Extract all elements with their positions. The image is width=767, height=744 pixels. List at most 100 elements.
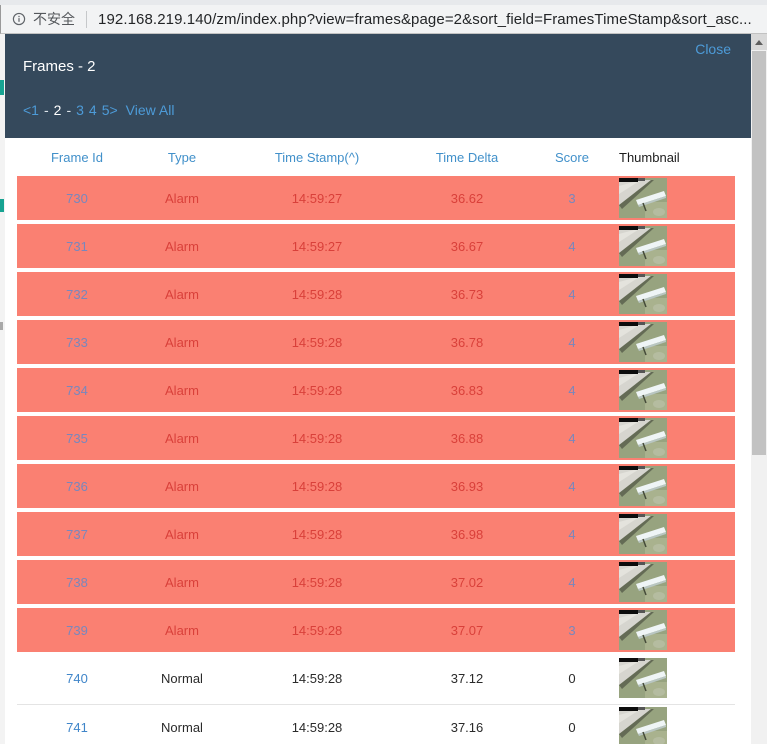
vertical-scrollbar[interactable] (751, 34, 767, 744)
camera-frame-thumbnail[interactable] (619, 274, 667, 314)
table-row: 730 Alarm 14:59:27 36.62 3 (17, 176, 735, 220)
frame-id-link[interactable]: 730 (66, 190, 88, 206)
frame-id-link[interactable]: 735 (66, 430, 88, 446)
column-header-type[interactable]: Type (167, 149, 197, 165)
frame-timestamp: 14:59:28 (291, 670, 343, 686)
column-header-time-stamp[interactable]: Time Stamp(^) (274, 149, 360, 165)
frame-id-link[interactable]: 739 (66, 622, 88, 638)
close-button[interactable]: Close (695, 41, 731, 57)
camera-frame-thumbnail[interactable] (619, 370, 667, 410)
scrollbar-thumb[interactable] (752, 51, 766, 455)
frame-thumbnail-cell[interactable] (617, 274, 735, 314)
url-text: 192.168.219.140/zm/index.php?view=frames… (98, 10, 752, 28)
frame-id-link[interactable]: 733 (66, 334, 88, 350)
frame-score[interactable]: 3 (568, 190, 576, 206)
camera-frame-thumbnail[interactable] (619, 658, 667, 698)
camera-frame-thumbnail[interactable] (619, 466, 667, 506)
camera-frame-thumbnail[interactable] (619, 610, 667, 650)
frame-type: Alarm (165, 478, 199, 494)
frame-type: Alarm (165, 190, 199, 206)
frame-thumbnail-cell[interactable] (617, 610, 735, 650)
table-row: 735 Alarm 14:59:28 36.88 4 (17, 416, 735, 460)
pagination-page-link[interactable]: 3 (76, 102, 84, 118)
frame-id-link[interactable]: 738 (66, 574, 88, 590)
frame-score[interactable]: 4 (568, 382, 576, 398)
camera-frame-thumbnail[interactable] (619, 322, 667, 362)
camera-frame-thumbnail[interactable] (619, 562, 667, 602)
frame-type: Alarm (165, 526, 199, 542)
column-header-thumbnail: Thumbnail (619, 149, 680, 165)
pagination: <1-2-3 4 5> View All (23, 102, 179, 118)
page-title: Frames - 2 (23, 58, 96, 75)
frame-timedelta: 37.16 (450, 719, 484, 735)
frame-timedelta: 37.07 (450, 622, 484, 638)
frame-thumbnail-cell[interactable] (617, 418, 735, 458)
column-header-frame-id[interactable]: Frame Id (50, 149, 103, 165)
frame-timestamp: 14:59:28 (291, 478, 343, 494)
frame-thumbnail-cell[interactable] (617, 562, 735, 602)
frame-timestamp: 14:59:28 (291, 382, 343, 398)
frame-type: Normal (161, 670, 203, 686)
scrollbar-up-button[interactable] (751, 34, 767, 50)
frame-thumbnail-cell[interactable] (617, 370, 735, 410)
frame-id-link[interactable]: 734 (66, 382, 88, 398)
pagination-page-link[interactable]: 5> (101, 102, 118, 118)
frame-type: Alarm (165, 622, 199, 638)
pagination-page-link[interactable]: 4 (88, 102, 97, 118)
table-rows: 730 Alarm 14:59:27 36.62 3 731 Alarm 14:… (17, 176, 735, 744)
frame-timedelta: 36.67 (450, 238, 484, 254)
pagination-page-link[interactable]: <1 (23, 102, 39, 118)
frames-modal-header: Close Frames - 2 <1-2-3 4 5> View All (5, 34, 751, 138)
frame-timedelta: 36.83 (450, 382, 484, 398)
frame-thumbnail-cell[interactable] (617, 226, 735, 266)
frame-thumbnail-cell[interactable] (617, 466, 735, 506)
frame-timestamp: 14:59:28 (291, 719, 343, 735)
address-bar[interactable]: 不安全 192.168.219.140/zm/index.php?view=fr… (0, 5, 767, 34)
frame-id-link[interactable]: 736 (66, 478, 88, 494)
frame-timestamp: 14:59:28 (291, 526, 343, 542)
frame-score[interactable]: 4 (568, 238, 576, 254)
frame-timedelta: 36.98 (450, 526, 484, 542)
camera-frame-thumbnail[interactable] (619, 514, 667, 554)
frame-thumbnail-cell[interactable] (617, 322, 735, 362)
camera-frame-thumbnail[interactable] (619, 418, 667, 458)
frame-timedelta: 36.78 (450, 334, 484, 350)
frame-timestamp: 14:59:28 (291, 574, 343, 590)
table-row: 733 Alarm 14:59:28 36.78 4 (17, 320, 735, 364)
frame-timedelta: 36.73 (450, 286, 484, 302)
frame-id-link[interactable]: 741 (66, 719, 88, 735)
frame-thumbnail-cell[interactable] (617, 707, 735, 744)
pagination-separator: - (66, 102, 72, 118)
frame-id-link[interactable]: 731 (66, 238, 88, 254)
table-row: 734 Alarm 14:59:28 36.83 4 (17, 368, 735, 412)
frame-id-link[interactable]: 740 (66, 670, 88, 686)
frame-id-link[interactable]: 737 (66, 526, 88, 542)
frame-thumbnail-cell[interactable] (617, 514, 735, 554)
column-header-time-delta[interactable]: Time Delta (435, 149, 499, 165)
frame-thumbnail-cell[interactable] (617, 178, 735, 218)
frame-id-link[interactable]: 732 (66, 286, 88, 302)
frame-timestamp: 14:59:28 (291, 622, 343, 638)
frame-score[interactable]: 4 (568, 286, 576, 302)
frame-score[interactable]: 4 (568, 334, 576, 350)
address-bar-divider (86, 10, 87, 28)
frame-type: Alarm (165, 574, 199, 590)
frame-score[interactable]: 3 (568, 622, 576, 638)
camera-frame-thumbnail[interactable] (619, 226, 667, 266)
frame-score[interactable]: 4 (568, 430, 576, 446)
arrow-up-icon (755, 39, 763, 45)
frame-timestamp: 14:59:28 (291, 430, 343, 446)
camera-frame-thumbnail[interactable] (619, 178, 667, 218)
info-icon[interactable] (12, 12, 26, 26)
frame-type: Alarm (165, 334, 199, 350)
frame-score[interactable]: 4 (568, 478, 576, 494)
frame-score[interactable]: 4 (568, 574, 576, 590)
frame-thumbnail-cell[interactable] (617, 658, 735, 698)
frames-table: Frame Id Type Time Stamp(^) Time Delta Score… (5, 138, 751, 744)
pagination-view-all-link[interactable]: View All (125, 102, 175, 118)
browser-tab-strip (0, 0, 767, 5)
column-header-score[interactable]: Score (555, 149, 589, 165)
frame-score[interactable]: 4 (568, 526, 576, 542)
camera-frame-thumbnail[interactable] (619, 707, 667, 744)
pagination-current-page: 2 (53, 102, 62, 118)
